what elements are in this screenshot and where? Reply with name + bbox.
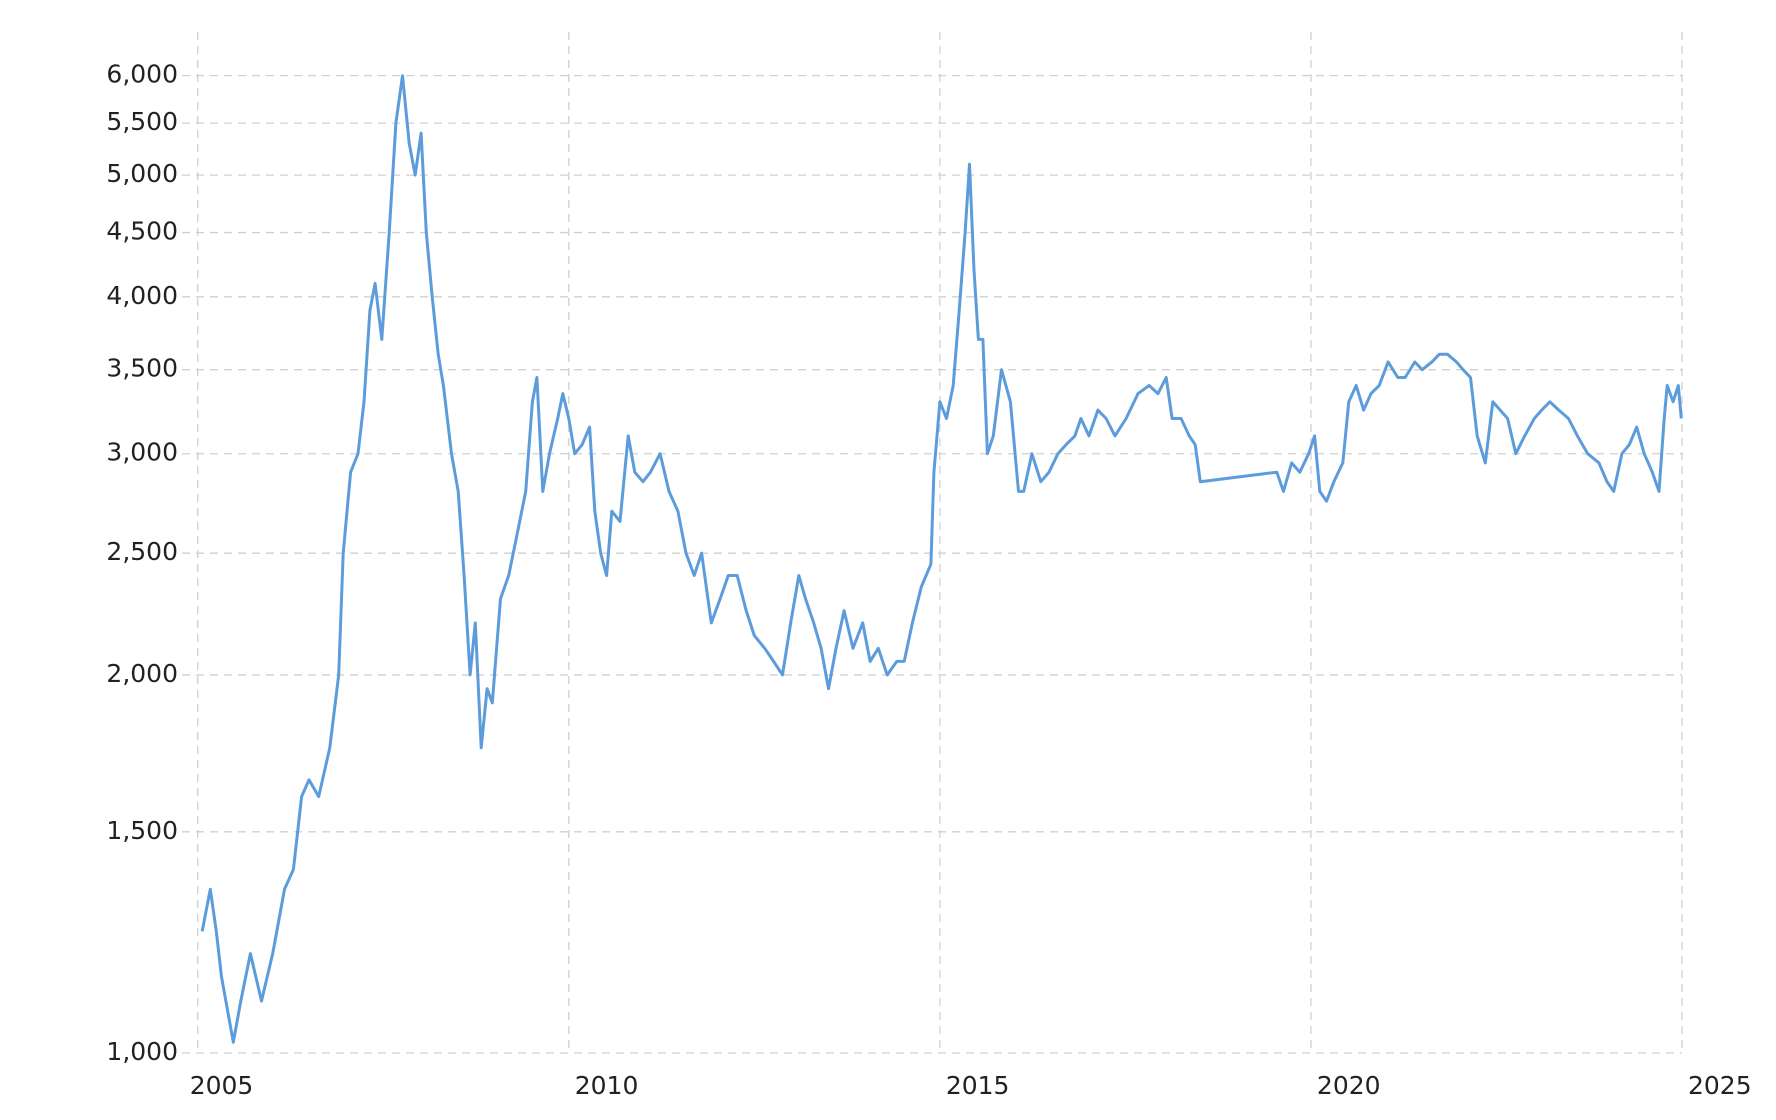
x-tick-label: 2005 (190, 1071, 254, 1100)
y-tick-label: 2,500 (106, 537, 178, 566)
y-tick-label: 5,500 (106, 107, 178, 136)
y-tick-label: 4,500 (106, 217, 178, 246)
y-tick-label: 6,000 (106, 60, 178, 89)
price-line (200, 74, 1683, 1044)
y-tick-label: 3,000 (106, 438, 178, 467)
y-tick-label: 1,500 (106, 816, 178, 845)
y-tick-label: 2,000 (106, 659, 178, 688)
y-tick-label: 4,000 (106, 281, 178, 310)
x-tick-label: 2015 (946, 1071, 1010, 1100)
y-tick-label: 1,000 (106, 1037, 178, 1066)
x-tick-label: 2010 (575, 1071, 639, 1100)
y-tick-label: 3,500 (106, 354, 178, 383)
x-tick-label: 2020 (1317, 1071, 1381, 1100)
x-tick-label: 2025 (1688, 1071, 1752, 1100)
y-tick-label: 5,000 (106, 159, 178, 188)
